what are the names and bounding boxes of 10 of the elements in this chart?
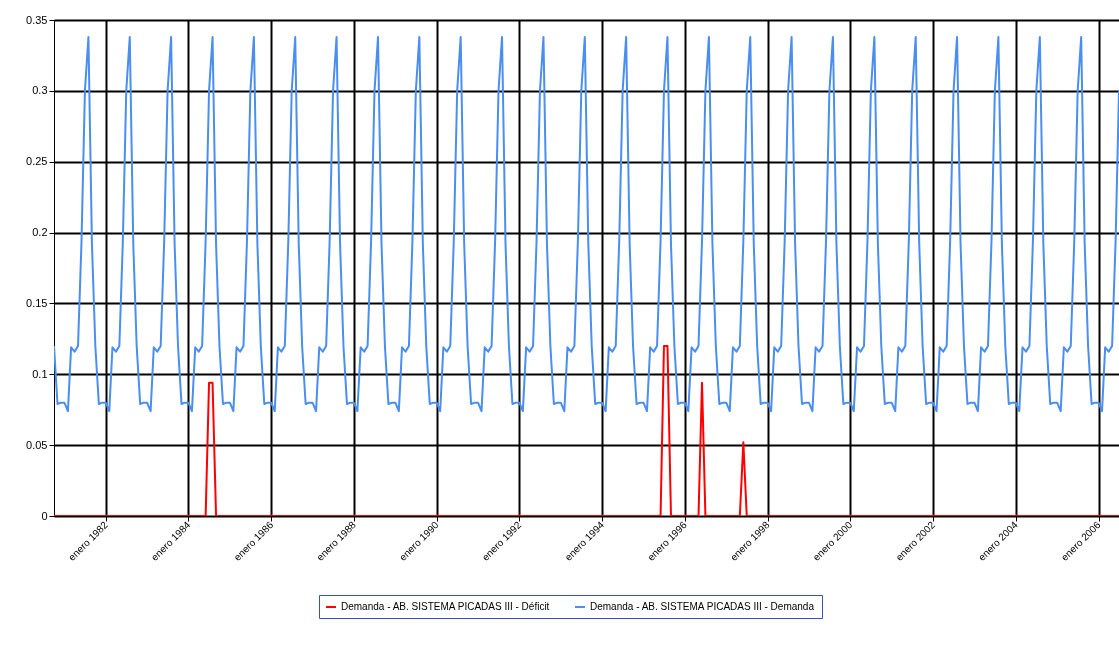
y-tick-label: 0.05 xyxy=(26,438,48,451)
legend-label: Demanda - AB. SISTEMA PICADAS III - Demanda xyxy=(590,601,815,612)
y-tick-label: 0.3 xyxy=(32,84,48,97)
y-tick-label: 0.15 xyxy=(26,296,48,309)
legend-label: Demanda - AB. SISTEMA PICADAS III - Déficit xyxy=(341,601,550,612)
y-tick-label: 0.2 xyxy=(32,226,48,239)
y-tick-label: 0.25 xyxy=(26,155,48,168)
y-tick-label: 0.35 xyxy=(26,13,48,26)
y-tick-label: 0 xyxy=(41,509,48,522)
y-tick-label: 0.1 xyxy=(32,367,48,380)
